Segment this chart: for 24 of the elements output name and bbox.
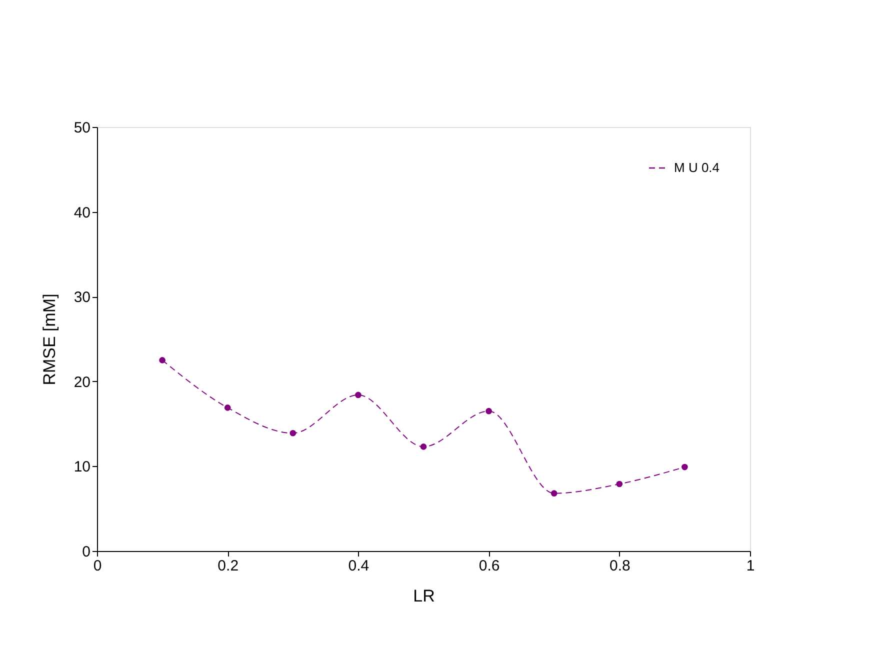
x-axis-title: LR	[413, 586, 435, 606]
point	[616, 480, 623, 488]
point	[420, 444, 427, 450]
x-tick-label: 0.2	[218, 558, 239, 574]
x-tick-label: 0	[93, 558, 102, 574]
x-tick-label: 0.6	[478, 558, 500, 574]
legend-label: M U 0.4	[674, 160, 720, 175]
y-tick-label: 20	[74, 374, 90, 391]
y-tick-label: 40	[74, 204, 90, 222]
x-tick-label: 1	[746, 558, 755, 574]
point	[159, 357, 166, 364]
point	[290, 430, 296, 436]
y-tick-label: 30	[74, 289, 90, 306]
x-tick-label: 0.4	[348, 558, 370, 574]
x-tick-label: 0.8	[609, 558, 630, 574]
point	[486, 408, 492, 414]
y-tick-label: 50	[74, 120, 90, 136]
y-axis-title: RMSE [mM]	[40, 294, 59, 386]
y-tick-label: 0	[82, 544, 90, 560]
y-tick-label: 10	[74, 458, 90, 476]
point	[355, 392, 362, 398]
point	[682, 464, 688, 470]
point	[550, 490, 558, 496]
point	[224, 404, 231, 411]
